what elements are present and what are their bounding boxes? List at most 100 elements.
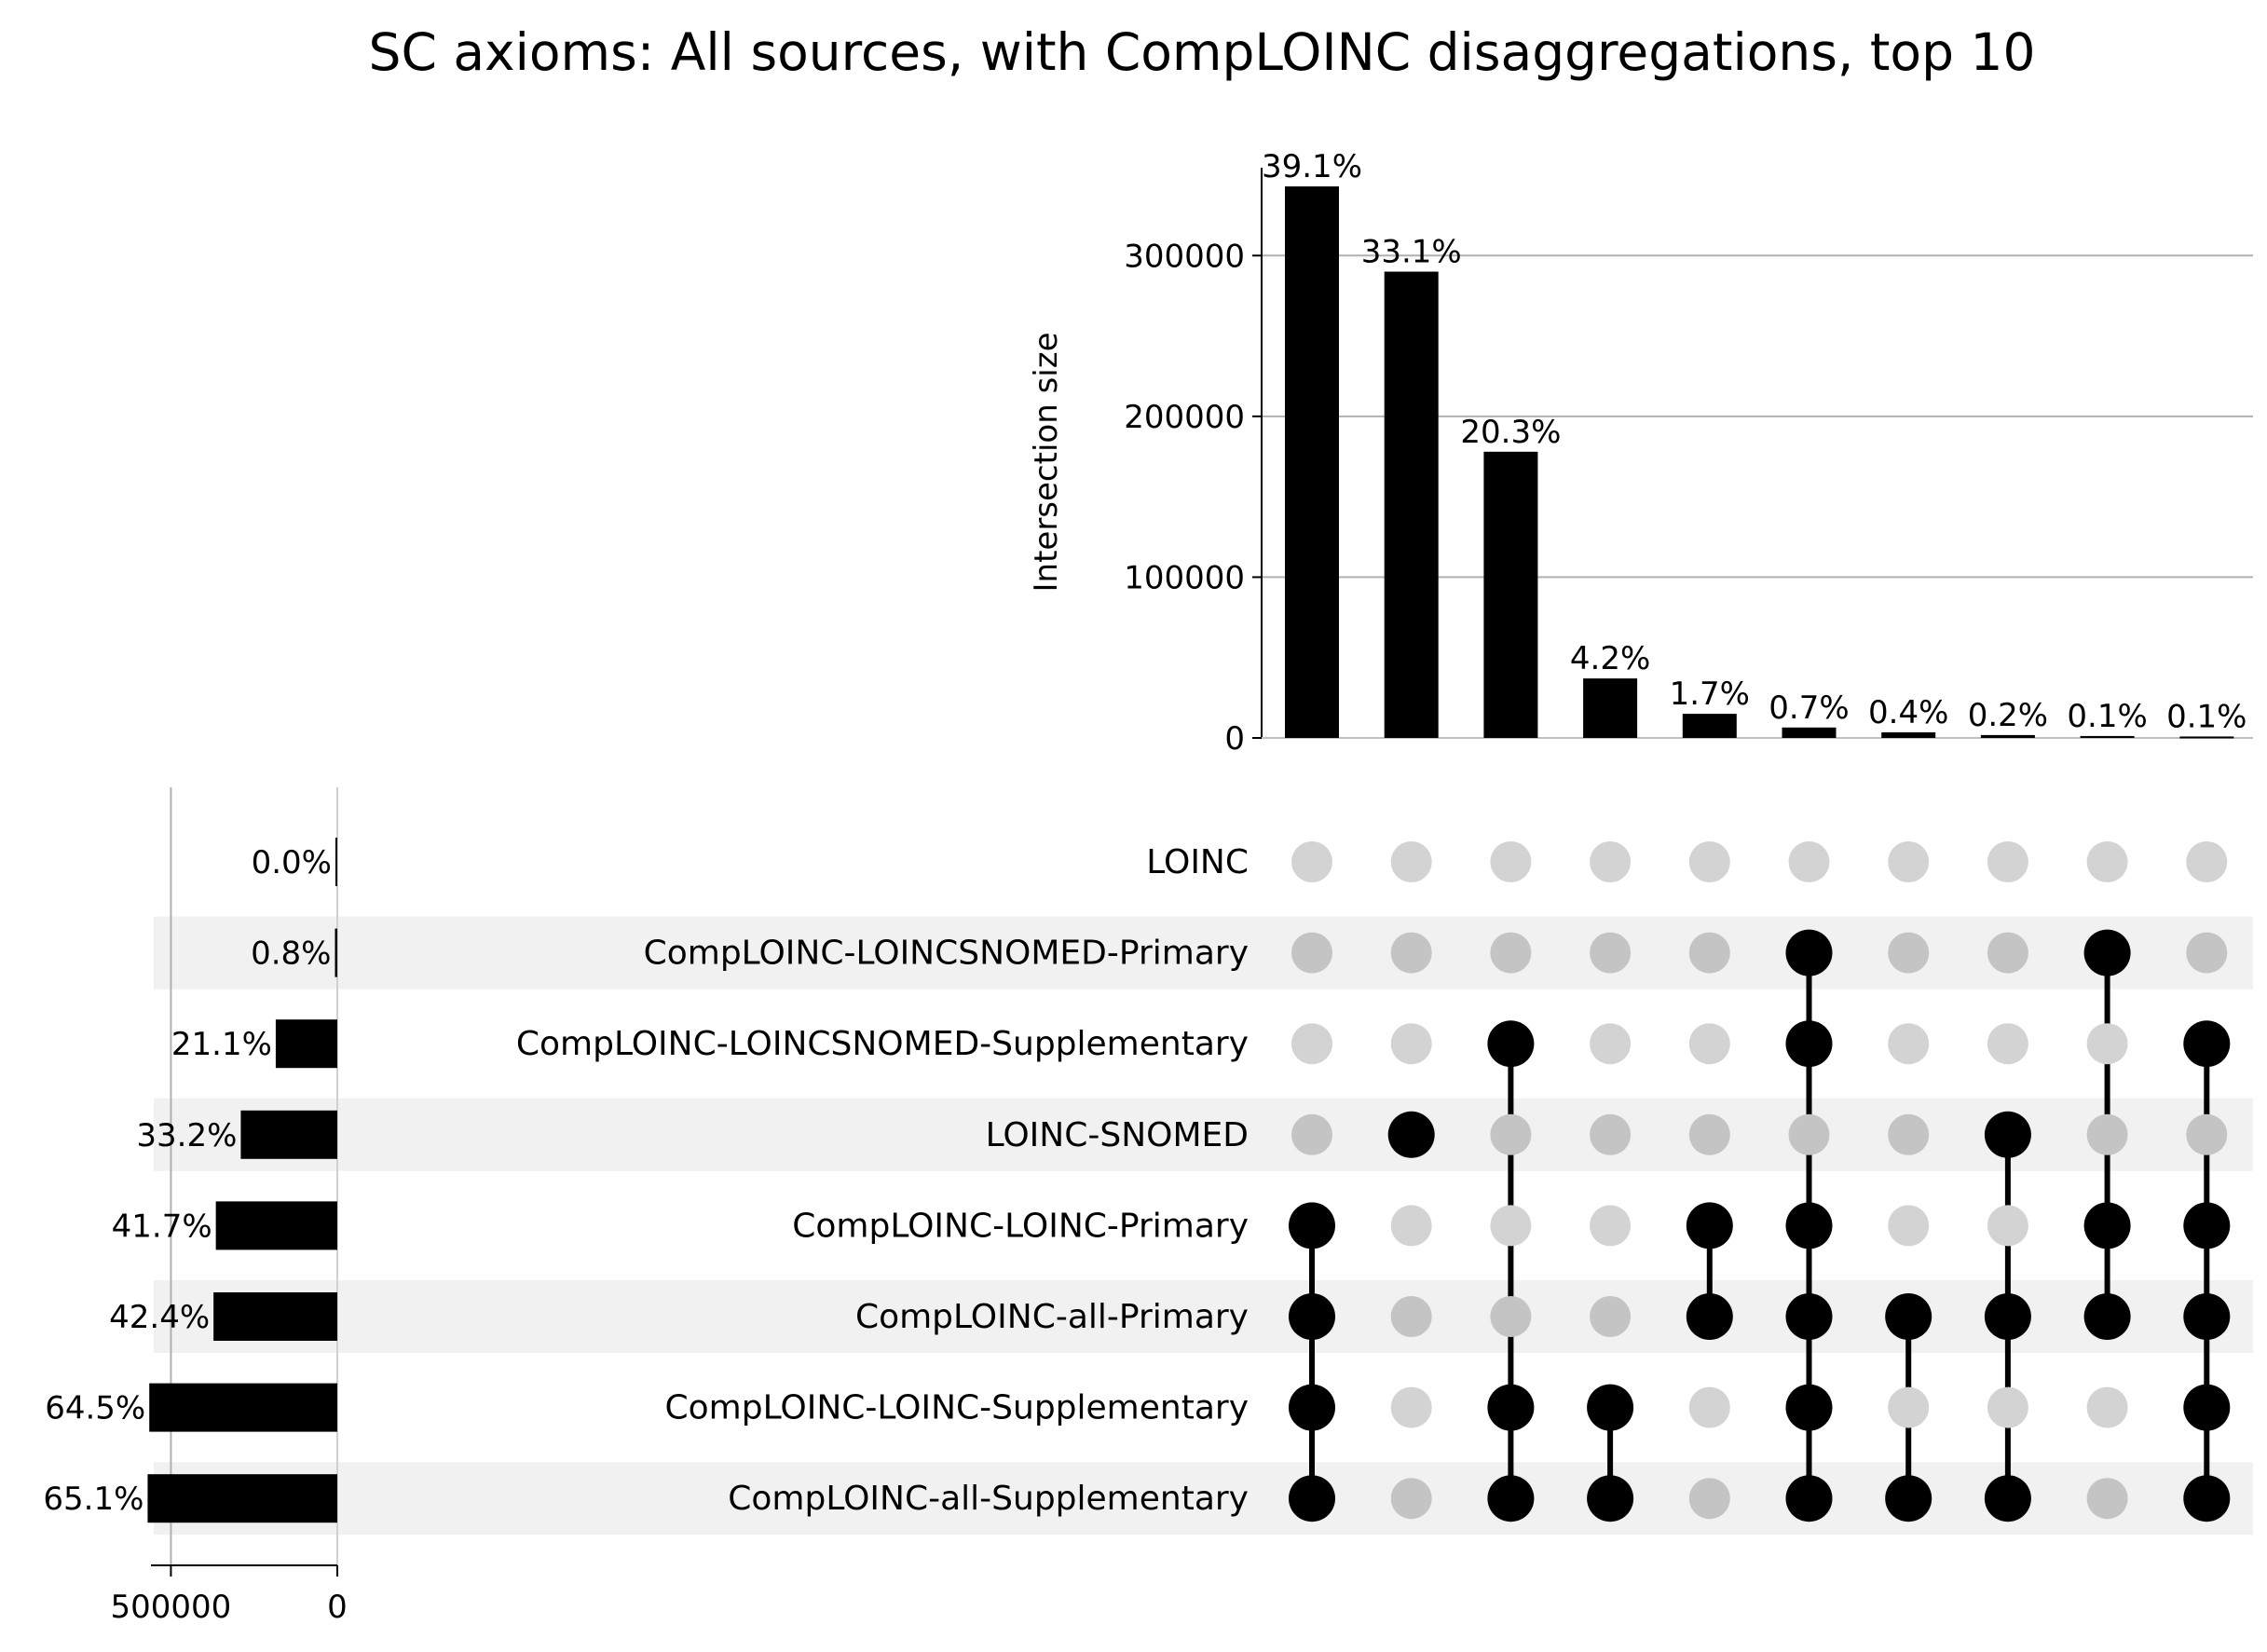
set-name-label: CompLOINC-LOINC-Primary bbox=[792, 1207, 1249, 1245]
membership-dot-inactive bbox=[1888, 1386, 1930, 1428]
membership-dot-inactive bbox=[1688, 932, 1730, 974]
membership-dot-inactive bbox=[1987, 1023, 2028, 1065]
membership-dot-inactive bbox=[1291, 932, 1332, 974]
set-size-label: 64.5% bbox=[45, 1390, 145, 1427]
membership-dot-inactive bbox=[1390, 841, 1432, 882]
membership-dot-inactive bbox=[1688, 1023, 1730, 1065]
membership-dot-active bbox=[1289, 1293, 1335, 1340]
membership-dot-active bbox=[2083, 1202, 2131, 1249]
axes: 0 100000 200000 300000 Intersection size 5000… bbox=[111, 168, 2253, 1626]
membership-dot-active bbox=[1885, 1475, 1932, 1522]
membership-dot-inactive bbox=[1490, 1113, 1532, 1155]
intersection-bar-label: 0.4% bbox=[1868, 694, 1948, 731]
intersection-bar-label: 0.1% bbox=[2067, 698, 2147, 735]
membership-dot-inactive bbox=[2186, 841, 2228, 882]
gridlines bbox=[170, 254, 2253, 1565]
membership-dot-active bbox=[1984, 1111, 2031, 1158]
set-size-bar bbox=[335, 838, 337, 886]
membership-dot-active bbox=[1984, 1475, 2031, 1522]
intersection-bar bbox=[1483, 451, 1538, 738]
set-size-bar bbox=[215, 1201, 337, 1250]
membership-dot-inactive bbox=[2186, 932, 2228, 974]
membership-dot-inactive bbox=[2086, 1113, 2128, 1155]
membership-dot-inactive bbox=[1788, 841, 1830, 882]
intersection-bar-label: 20.3% bbox=[1460, 414, 1561, 451]
membership-dot-inactive bbox=[2086, 1023, 2128, 1065]
membership-dot-inactive bbox=[1590, 841, 1632, 882]
membership-dot-active bbox=[1587, 1384, 1634, 1431]
membership-dot-inactive bbox=[1390, 1205, 1432, 1247]
intersection-bar bbox=[1980, 734, 2035, 738]
membership-dot-active bbox=[1785, 1293, 1833, 1340]
membership-dot-inactive bbox=[2086, 841, 2128, 882]
membership-dot-inactive bbox=[1291, 1113, 1332, 1155]
membership-dot-active bbox=[2183, 1202, 2231, 1249]
membership-dot-inactive bbox=[1590, 932, 1632, 974]
membership-dot-active bbox=[2183, 1384, 2231, 1431]
membership-dot-active bbox=[1487, 1384, 1535, 1431]
set-name-label: CompLOINC-LOINC-Supplementary bbox=[665, 1389, 1249, 1427]
membership-matrix bbox=[1289, 841, 2231, 1522]
membership-dot-active bbox=[2183, 1293, 2231, 1340]
membership-dot-inactive bbox=[1590, 1296, 1632, 1337]
chart-title: SC axioms: All sources, with CompLOINC d… bbox=[369, 22, 2036, 82]
membership-dot-active bbox=[1785, 1384, 1833, 1431]
set-name-label: CompLOINC-LOINCSNOMED-Primary bbox=[644, 935, 1249, 973]
membership-dot-inactive bbox=[1590, 1023, 1632, 1065]
y-tick-label: 100000 bbox=[1124, 559, 1245, 596]
membership-dot-inactive bbox=[1888, 1023, 1930, 1065]
y-tick-label: 0 bbox=[1224, 720, 1245, 758]
membership-dot-inactive bbox=[1490, 1296, 1532, 1337]
set-size-bar bbox=[275, 1019, 337, 1069]
membership-dot-active bbox=[2183, 1475, 2231, 1522]
y-tick-label: 200000 bbox=[1124, 399, 1245, 436]
set-name-label: LOINC bbox=[1146, 843, 1249, 881]
intersection-bar-label: 1.7% bbox=[1670, 676, 1750, 713]
membership-dot-inactive bbox=[1688, 1113, 1730, 1155]
set-size-bar bbox=[335, 928, 337, 977]
set-name-label: CompLOINC-all-Supplementary bbox=[728, 1480, 1249, 1518]
membership-dot-active bbox=[1289, 1475, 1335, 1522]
y-tick-label: 300000 bbox=[1124, 238, 1245, 275]
membership-dot-active bbox=[1785, 1020, 1833, 1068]
membership-dot-active bbox=[2083, 1293, 2131, 1340]
membership-dot-inactive bbox=[1590, 1113, 1632, 1155]
set-size-label: 0.0% bbox=[252, 844, 332, 881]
membership-dot-active bbox=[1487, 1475, 1535, 1522]
membership-dot-inactive bbox=[1987, 932, 2028, 974]
membership-dot-active bbox=[1785, 929, 1833, 976]
intersection-bar bbox=[1285, 186, 1339, 738]
membership-dot-inactive bbox=[1590, 1205, 1632, 1247]
membership-dot-inactive bbox=[1888, 841, 1930, 882]
membership-dot-active bbox=[1487, 1020, 1535, 1068]
membership-dot-active bbox=[1984, 1293, 2031, 1340]
set-size-label: 42.4% bbox=[109, 1299, 210, 1336]
set-name-label: LOINC-SNOMED bbox=[986, 1116, 1249, 1154]
intersection-bar-label: 33.1% bbox=[1361, 234, 1462, 271]
membership-dot-active bbox=[1785, 1202, 1833, 1249]
set-size-bars: 0.0% 0.8% 21.1% 33.2% 41.7% 42.4% 64.5% 65.1% bbox=[43, 838, 337, 1523]
membership-dot-inactive bbox=[1390, 932, 1432, 974]
membership-dot-inactive bbox=[2186, 1113, 2228, 1155]
membership-dot-inactive bbox=[1987, 841, 2028, 882]
membership-dot-inactive bbox=[1490, 841, 1532, 882]
intersection-bars: 39.1% 33.1% 20.3% 4.2% 1.7% 0.7% 0.4% 0.2% 0.1% 0… bbox=[1262, 148, 2247, 739]
membership-dot-inactive bbox=[1987, 1386, 2028, 1428]
intersection-bar bbox=[1782, 727, 1837, 738]
membership-dot-active bbox=[2183, 1020, 2231, 1068]
intersection-bar-label: 39.1% bbox=[1262, 148, 1362, 185]
intersection-bar bbox=[1384, 271, 1439, 738]
intersection-bar bbox=[2179, 736, 2234, 739]
x-tick-label: 0 bbox=[327, 1589, 348, 1626]
membership-dot-active bbox=[1686, 1202, 1733, 1249]
membership-dot-inactive bbox=[1490, 1205, 1532, 1247]
intersection-bar-label: 4.2% bbox=[1570, 640, 1650, 677]
set-name-label: CompLOINC-all-Primary bbox=[855, 1298, 1249, 1336]
set-size-bar bbox=[240, 1110, 337, 1159]
membership-dot-inactive bbox=[1888, 932, 1930, 974]
intersection-bar-label: 0.7% bbox=[1769, 689, 1849, 727]
y-axis-title: Intersection size bbox=[1028, 333, 1065, 593]
membership-dot-active bbox=[1885, 1293, 1932, 1340]
set-size-label: 65.1% bbox=[43, 1481, 143, 1518]
membership-dot-active bbox=[1289, 1202, 1335, 1249]
